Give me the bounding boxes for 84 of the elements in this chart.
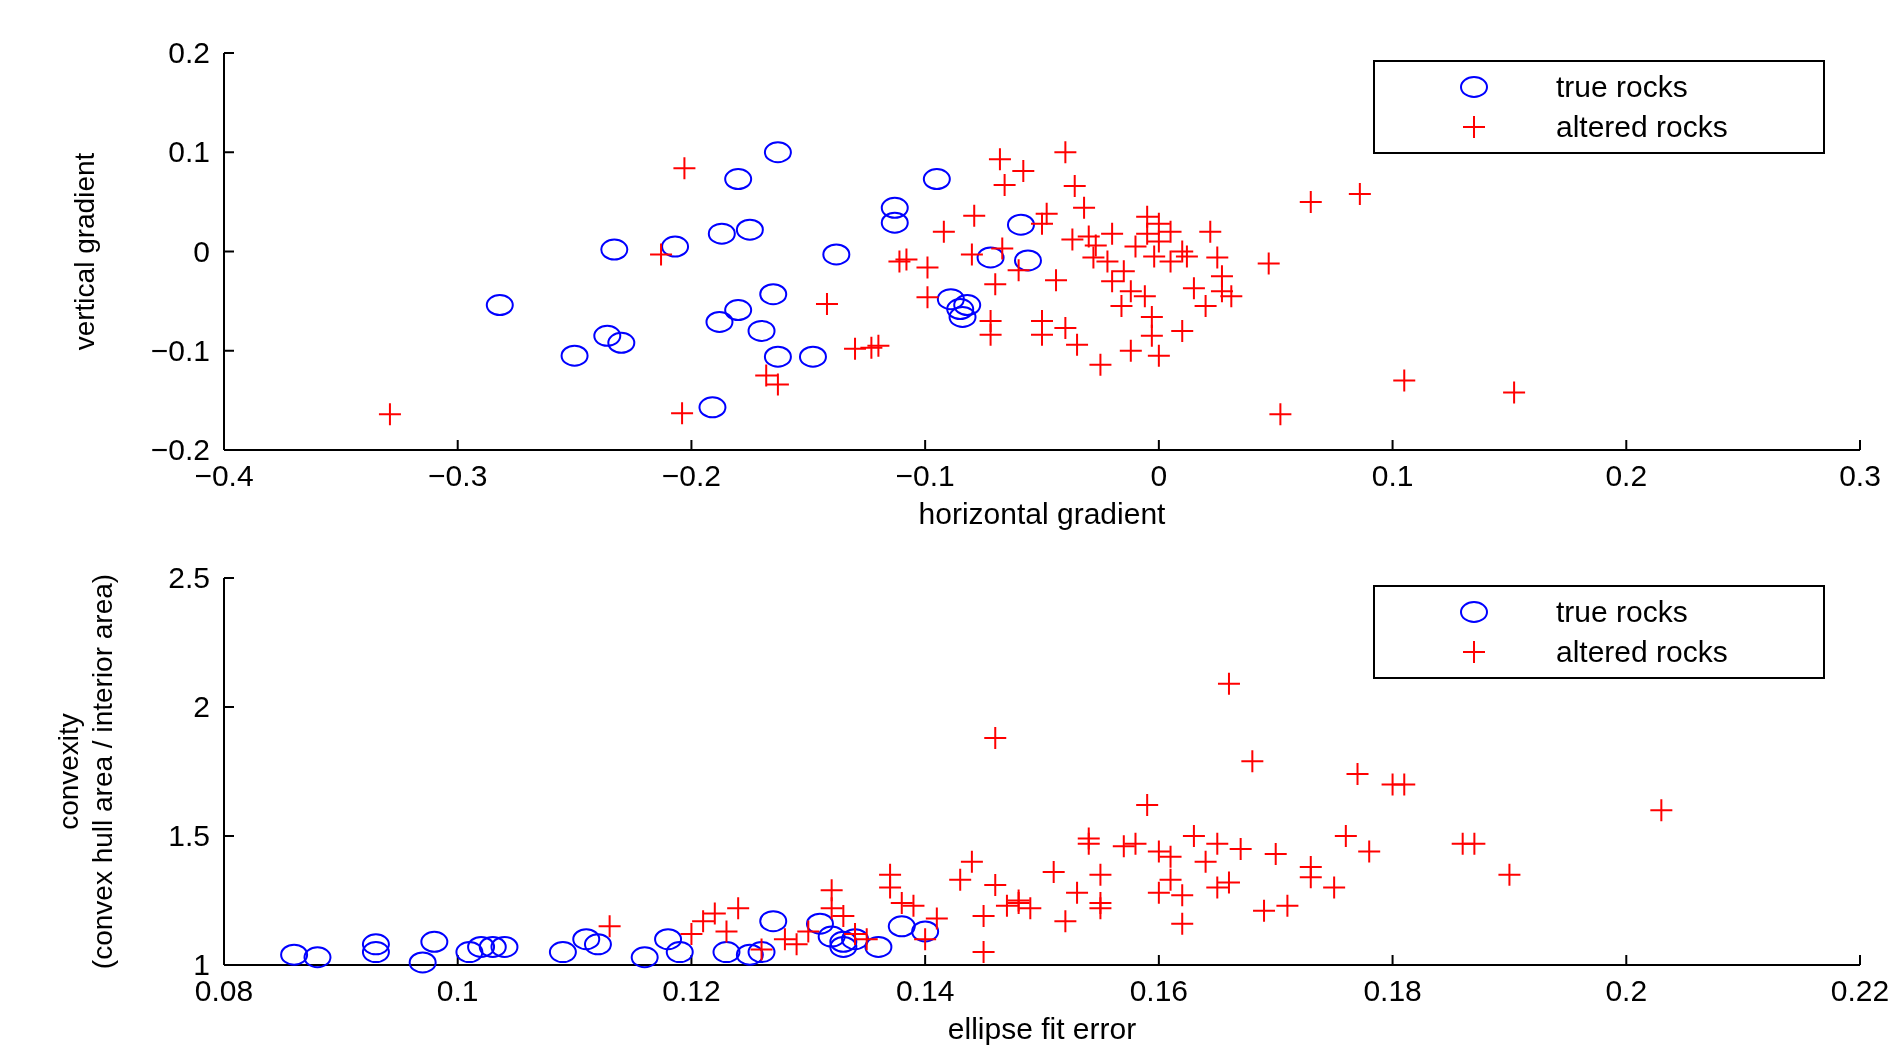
y-tick-label: 0.2 [168,36,210,69]
x-tick-label: −0.1 [895,459,955,492]
point [880,211,909,234]
point [478,935,507,958]
x-tick-label: 0.2 [1605,459,1648,492]
point [1013,249,1042,272]
x-tick-label: 0 [1150,459,1168,492]
y-axis-title: convexity (convex hull area / interior area) [53,573,118,970]
point [583,933,612,956]
y-tick-label: −0.1 [150,333,210,367]
point [560,344,589,367]
point [593,324,622,347]
point [948,306,977,329]
point [408,951,437,974]
y-tick-label: 2.5 [168,561,210,594]
point [735,943,764,966]
point [880,196,909,219]
point [490,935,519,958]
y-tick-label: 0 [193,234,210,268]
point [936,288,965,311]
point [724,299,753,322]
y-tick-label: 1.5 [168,819,210,852]
x-tick-label: 0.22 [1830,974,1890,1007]
legend-label: altered rocks [1556,110,1728,143]
point [864,935,893,958]
point [724,168,753,191]
point [600,238,629,261]
x-axis-title: horizontal gradient [918,497,1167,530]
point [361,933,390,956]
point [887,915,916,938]
point [630,946,659,969]
point [572,928,601,951]
point [759,283,788,306]
point [455,941,484,964]
point [735,218,764,241]
point [548,941,577,964]
point [707,222,736,245]
point [976,246,1005,269]
y-axis-title: vertical gradient [69,152,100,351]
point [747,319,776,342]
point [654,928,683,951]
point [361,941,390,964]
point [829,930,858,953]
legend-label: true rocks [1556,595,1688,628]
point [661,235,690,258]
point [705,310,734,333]
point [467,935,496,958]
point [420,930,449,953]
y-tick-label: 2 [193,690,210,723]
point [911,920,940,943]
point [805,912,834,935]
x-tick-label: −0.2 [661,459,722,492]
point [712,941,741,964]
point [485,294,514,317]
point [817,925,846,948]
point [798,345,827,368]
point [841,928,870,951]
point [280,943,309,966]
legend-label: true rocks [1556,70,1688,103]
point [607,331,636,354]
point [763,345,792,368]
point [1006,213,1035,236]
point [759,910,788,933]
point [953,294,982,317]
x-axis-title: ellipse fit error [947,1012,1137,1045]
y-tick-label: 0.1 [168,135,210,169]
legend-label: altered rocks [1556,635,1728,668]
x-tick-label: 0.16 [1129,974,1189,1007]
x-tick-label: 0.1 [436,974,479,1007]
point [822,243,851,266]
point [665,941,694,964]
x-tick-label: 0.1 [1371,459,1414,492]
point [698,396,727,419]
x-tick-label: −0.3 [428,459,488,492]
x-tick-label: 0.3 [1839,459,1881,492]
x-tick-label: 0.14 [895,974,955,1007]
x-tick-label: 0.12 [662,974,721,1007]
point [303,946,332,969]
point [763,141,792,164]
x-tick-label: 0.2 [1605,974,1648,1007]
point [829,935,858,958]
point [946,298,975,321]
x-tick-label: 0.18 [1363,974,1422,1007]
point [922,168,951,191]
